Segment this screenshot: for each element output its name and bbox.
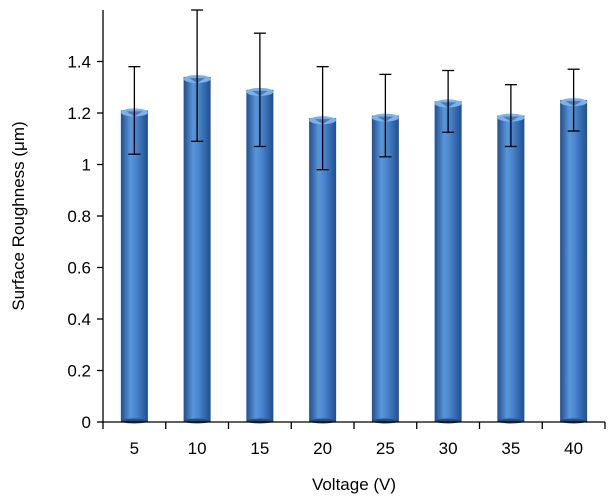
y-axis-title: Surface Roughness (μm) — [9, 121, 28, 310]
x-tick-label-5: 5 — [130, 439, 139, 458]
x-tick-label-35: 35 — [501, 439, 520, 458]
y-tick-label: 1 — [82, 156, 91, 175]
x-tick-label-30: 30 — [439, 439, 458, 458]
y-tick-label: 0.6 — [67, 259, 91, 278]
bar-5 — [120, 110, 148, 423]
y-tick-label: 0.2 — [67, 362, 91, 381]
bar-base-25 — [371, 418, 399, 424]
error-bars-group — [128, 9, 580, 171]
bar-base-20 — [309, 418, 337, 424]
bar-base-30 — [434, 418, 462, 424]
x-tick-label-15: 15 — [250, 439, 269, 458]
bar-base-5 — [120, 418, 148, 424]
bar-35 — [497, 115, 525, 422]
y-tick-label: 0 — [82, 413, 91, 432]
bar-base-35 — [497, 418, 525, 424]
y-tick-label: 1.4 — [67, 53, 91, 72]
y-tick-label: 0.4 — [67, 310, 91, 329]
bars-group — [120, 74, 588, 424]
bar-base-10 — [183, 418, 211, 424]
x-tick-label-40: 40 — [564, 439, 583, 458]
bar-base-40 — [560, 418, 588, 424]
axes-group: 5 10 15 20 25 30 35 40 0 0.2 0.4 0.6 0.8 1 1.2 1.4 — [67, 10, 606, 458]
x-axis-title: Voltage (V) — [312, 475, 396, 494]
x-tick-label-25: 25 — [376, 439, 395, 458]
y-tick-label: 0.8 — [67, 207, 91, 226]
x-tick-label-20: 20 — [313, 439, 332, 458]
bar-30 — [434, 101, 462, 422]
x-tick-label-10: 10 — [188, 439, 207, 458]
bar-base-15 — [246, 418, 274, 424]
y-tick-label: 1.2 — [67, 104, 91, 123]
bar-25 — [371, 115, 399, 422]
bar-40 — [560, 100, 588, 422]
